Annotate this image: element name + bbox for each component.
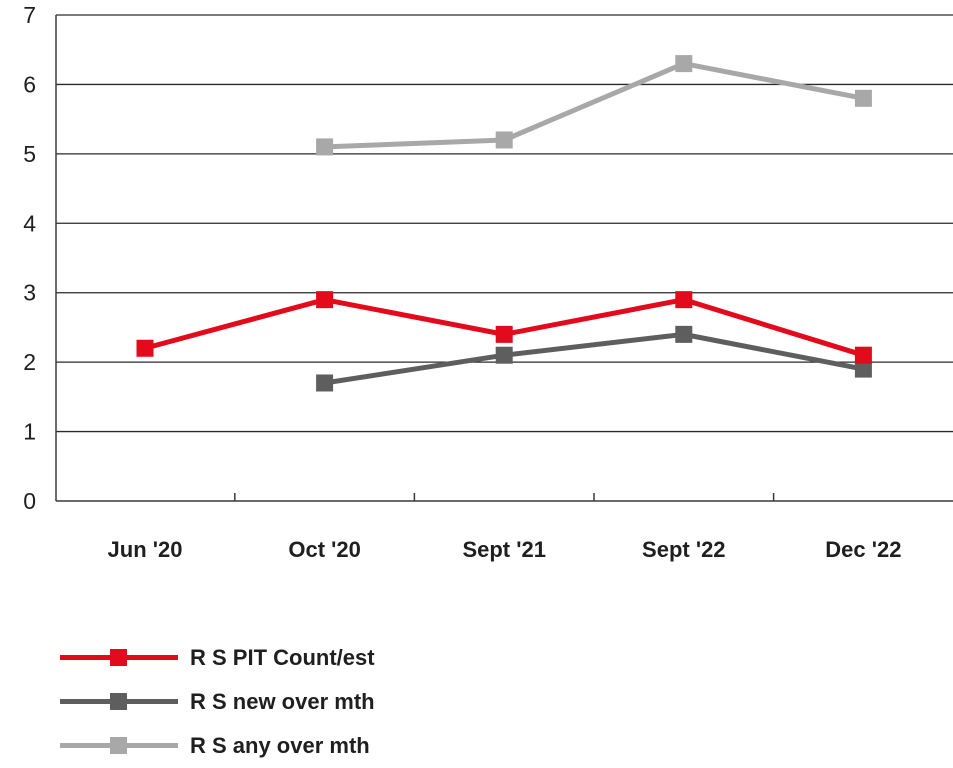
line-chart: 0 1 2 3 4 5 6 7 Jun '20 Oct '20 Sept '21 Sept '22 D… [23,2,953,562]
y-tick-label: 4 [23,210,36,236]
data-point-marker [316,374,334,392]
x-tick-label: Jun '20 [108,537,183,562]
legend-swatch [60,636,178,680]
legend-item: R S new over mth [60,680,375,724]
legend-item: R S PIT Count/est [60,636,375,680]
data-point-marker [675,55,693,73]
series-line [324,331,864,386]
series-line [324,61,864,150]
legend-swatch [60,724,178,768]
x-tick-label: Sept '22 [642,537,726,562]
y-tick-label: 7 [23,2,36,28]
legend-marker [110,693,127,710]
y-tick-label: 0 [23,488,36,514]
legend-swatch [60,680,178,724]
data-point-marker [316,291,334,309]
series-layer [136,55,872,392]
y-tick-label: 2 [23,349,36,375]
legend-label: R S any over mth [190,733,370,758]
axes [55,15,953,502]
legend: R S PIT Count/est R S new over mth R S any… [60,636,375,768]
y-axis-ticks: 0 1 2 3 4 5 6 7 [23,2,36,514]
y-tick-label: 5 [23,141,36,167]
x-tick-label: Dec '22 [825,537,901,562]
data-point-marker [675,325,693,343]
y-tick-label: 3 [23,280,36,306]
y-tick-label: 6 [23,71,36,97]
data-point-marker [136,339,154,357]
data-point-marker [675,291,693,309]
series-3 [316,55,872,156]
legend-item: R S any over mth [60,724,375,768]
x-axis-ticks: Jun '20 Oct '20 Sept '21 Sept '22 Dec '22 [108,493,901,562]
series-1 [136,291,872,364]
legend-marker [110,649,127,666]
legend-marker [110,737,127,754]
legend-label: R S new over mth [190,689,375,714]
data-point-marker [854,346,872,364]
data-point-marker [316,138,334,156]
x-tick-label: Oct '20 [288,537,361,562]
series-2 [316,325,872,392]
gridlines [56,14,953,433]
data-point-marker [495,131,513,149]
data-point-marker [854,89,872,107]
legend-label: R S PIT Count/est [190,645,375,670]
x-tick-label: Sept '21 [462,537,546,562]
data-point-marker [495,346,513,364]
y-tick-label: 1 [23,419,36,445]
data-point-marker [854,360,872,378]
data-point-marker [495,325,513,343]
